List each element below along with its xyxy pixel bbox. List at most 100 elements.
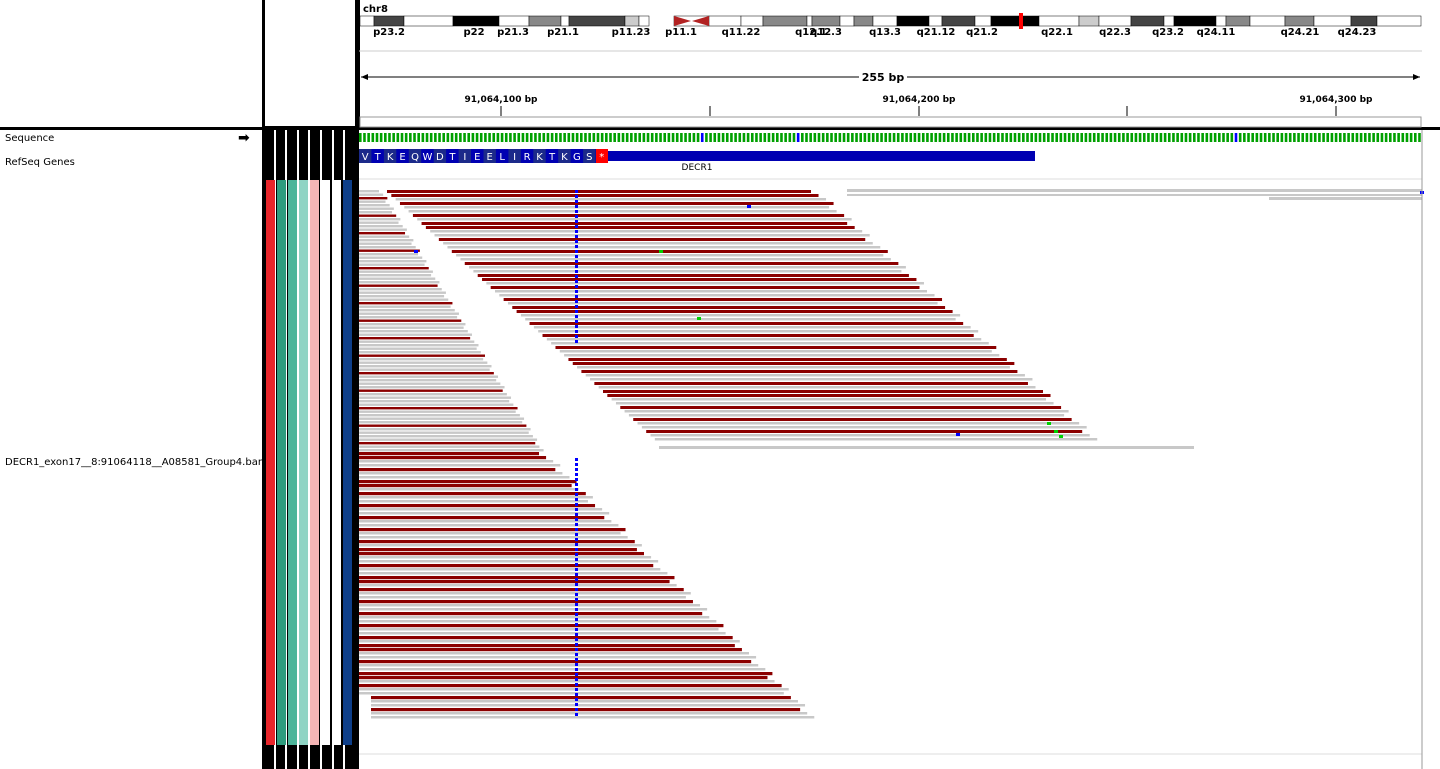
base bbox=[675, 133, 679, 142]
base bbox=[438, 133, 441, 142]
base bbox=[992, 133, 996, 142]
current-region-marker bbox=[1019, 13, 1023, 29]
band-label: q22.3 bbox=[1099, 27, 1131, 38]
base bbox=[613, 133, 616, 142]
read bbox=[371, 700, 798, 703]
base bbox=[529, 133, 533, 142]
base bbox=[1276, 133, 1279, 142]
gene-name: DECR1 bbox=[682, 163, 713, 173]
mismatch bbox=[575, 713, 578, 716]
track-label-refseq[interactable]: RefSeq Genes bbox=[5, 157, 75, 168]
read bbox=[359, 588, 684, 592]
read bbox=[359, 225, 403, 228]
base bbox=[659, 133, 662, 142]
alignment-reads[interactable] bbox=[359, 189, 1424, 719]
track-label-sequence[interactable]: Sequence bbox=[5, 133, 55, 144]
base bbox=[1030, 133, 1033, 142]
base bbox=[542, 133, 546, 142]
read bbox=[477, 274, 909, 277]
mismatch bbox=[575, 473, 578, 476]
sequence-track[interactable] bbox=[359, 133, 1421, 142]
band-label: q23.2 bbox=[1152, 27, 1184, 38]
chromosome-ideogram[interactable] bbox=[359, 13, 1422, 29]
band-label: p21.3 bbox=[497, 27, 529, 38]
amino-acid: T bbox=[448, 152, 456, 163]
mismatch bbox=[575, 245, 578, 248]
mismatch bbox=[575, 225, 578, 228]
read bbox=[490, 286, 920, 289]
base bbox=[767, 133, 771, 142]
base bbox=[488, 133, 491, 142]
read bbox=[499, 294, 935, 297]
chromosome-band bbox=[853, 15, 874, 27]
base bbox=[755, 133, 758, 142]
track-label-bam[interactable]: DECR1_exon17__8:91064118__A08581_Group4.… bbox=[5, 457, 268, 468]
attribute-swatch[interactable] bbox=[299, 180, 308, 745]
codon-shade bbox=[483, 149, 496, 163]
base bbox=[938, 133, 942, 142]
attribute-swatch[interactable] bbox=[343, 180, 352, 745]
read bbox=[359, 256, 423, 259]
mismatch bbox=[575, 593, 578, 596]
base bbox=[1142, 133, 1146, 142]
data-panel[interactable]: V T K E Q W D T I E E L I R K T K G S * DECR1 bbox=[359, 130, 1425, 769]
base bbox=[971, 133, 975, 142]
mismatch bbox=[575, 290, 578, 293]
refseq-gene-track[interactable]: V T K E Q W D T I E E L I R K T K G S * DECR1 bbox=[359, 149, 1035, 173]
attribute-separator bbox=[285, 130, 288, 769]
read bbox=[633, 418, 1072, 421]
attribute-swatch[interactable] bbox=[266, 180, 275, 745]
mismatch bbox=[575, 543, 578, 546]
read bbox=[469, 266, 906, 269]
read bbox=[359, 400, 510, 403]
amino-acid: G bbox=[573, 152, 581, 163]
read bbox=[359, 204, 390, 207]
base bbox=[846, 133, 850, 142]
read bbox=[529, 322, 964, 325]
gene-utr[interactable] bbox=[608, 151, 1035, 161]
read bbox=[359, 442, 536, 445]
arrow-right-icon[interactable]: ➡ bbox=[238, 130, 250, 146]
read bbox=[359, 372, 494, 375]
mismatch bbox=[575, 300, 578, 303]
attribute-swatch[interactable] bbox=[332, 180, 341, 745]
amino-acid: R bbox=[524, 152, 531, 163]
base bbox=[500, 133, 504, 142]
chromosome-band bbox=[941, 15, 976, 27]
chromosome-band bbox=[974, 15, 992, 27]
base bbox=[1401, 133, 1405, 142]
base bbox=[1243, 133, 1246, 142]
base bbox=[884, 133, 888, 142]
base bbox=[621, 133, 625, 142]
base bbox=[1072, 133, 1075, 142]
attribute-separator bbox=[308, 130, 311, 769]
base bbox=[1326, 133, 1330, 142]
base bbox=[600, 133, 604, 142]
base bbox=[1230, 133, 1234, 142]
base bbox=[738, 133, 742, 142]
read bbox=[371, 712, 808, 715]
base bbox=[1047, 133, 1050, 142]
base bbox=[788, 133, 792, 142]
base bbox=[1272, 133, 1275, 142]
read bbox=[359, 688, 789, 691]
base bbox=[1193, 133, 1196, 142]
chromosome-band bbox=[811, 15, 841, 27]
ruler-panel[interactable]: chr8 p23.2 p22 p21.3 p21.1 p11.23 p11.1 q11.22… bbox=[359, 0, 1425, 128]
codon-shade bbox=[383, 149, 397, 163]
mismatch bbox=[575, 608, 578, 611]
chromosome-band bbox=[498, 15, 530, 27]
attribute-swatch[interactable] bbox=[277, 180, 286, 745]
chromosome-band bbox=[1376, 15, 1422, 27]
chromosome-band bbox=[990, 15, 1020, 27]
chromosome-band bbox=[1225, 15, 1251, 27]
read bbox=[434, 234, 870, 237]
attribute-swatch[interactable] bbox=[321, 180, 330, 745]
amino-acid: W bbox=[423, 152, 433, 163]
attribute-swatch[interactable] bbox=[310, 180, 319, 745]
chromosome-band bbox=[1173, 15, 1217, 27]
read bbox=[359, 452, 539, 456]
base bbox=[1022, 133, 1025, 142]
read bbox=[359, 417, 525, 420]
attribute-swatch[interactable] bbox=[288, 180, 297, 745]
